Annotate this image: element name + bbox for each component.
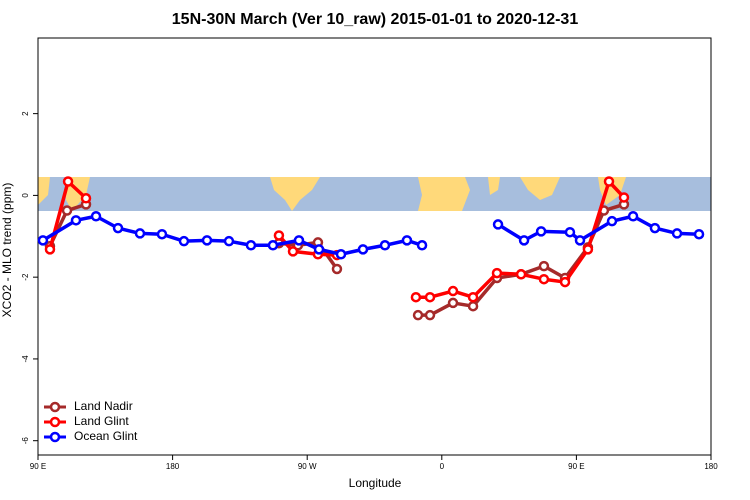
x-tick-label: 0 xyxy=(440,462,445,471)
data-point xyxy=(245,240,257,251)
data-point xyxy=(134,228,146,239)
data-point xyxy=(44,244,56,255)
data-point xyxy=(618,192,630,203)
legend-label: Land Nadir xyxy=(74,399,133,413)
data-point xyxy=(447,285,459,297)
data-point xyxy=(267,240,279,251)
legend-label: Land Glint xyxy=(74,414,129,428)
y-tick-label: 2 xyxy=(21,111,30,116)
data-point xyxy=(412,309,424,321)
data-point xyxy=(582,244,594,255)
data-point xyxy=(515,269,527,280)
legend-marker xyxy=(49,431,61,443)
chart-title: 15N-30N March (Ver 10_raw) 2015-01-01 to… xyxy=(172,11,579,28)
y-tick-label: 0 xyxy=(21,193,30,198)
x-axis-label: Longitude xyxy=(349,476,402,490)
data-point xyxy=(467,291,479,303)
data-point xyxy=(223,235,235,247)
y-tick-label: -4 xyxy=(21,355,30,363)
data-point xyxy=(564,226,576,238)
data-point xyxy=(416,240,428,251)
data-point xyxy=(538,273,550,285)
data-point xyxy=(287,246,299,257)
data-point xyxy=(559,276,571,288)
data-point xyxy=(467,300,479,312)
data-point xyxy=(379,240,391,251)
data-point xyxy=(201,235,213,246)
data-point xyxy=(156,228,168,240)
data-point xyxy=(627,210,639,222)
data-point xyxy=(62,176,74,187)
data-point xyxy=(606,215,618,227)
data-point xyxy=(518,235,530,246)
data-point xyxy=(671,228,683,239)
data-point xyxy=(112,222,124,234)
data-point xyxy=(492,219,504,230)
legend-marker xyxy=(49,416,61,428)
data-point xyxy=(574,235,586,246)
data-point xyxy=(424,291,436,303)
data-point xyxy=(331,263,343,275)
x-tick-label: 90 E xyxy=(568,462,584,471)
x-tick-label: 180 xyxy=(166,462,180,471)
data-point xyxy=(293,235,305,246)
data-point xyxy=(80,193,92,204)
x-tick-label: 90 E xyxy=(30,462,46,471)
data-point xyxy=(401,235,413,246)
data-point xyxy=(649,222,661,234)
data-point xyxy=(37,235,49,246)
data-point xyxy=(693,228,705,240)
y-tick-label: -6 xyxy=(21,437,30,445)
data-point xyxy=(61,205,73,216)
x-tick-label: 180 xyxy=(704,462,718,471)
data-point xyxy=(313,244,325,255)
data-point xyxy=(410,291,422,303)
data-point xyxy=(447,297,459,309)
data-point xyxy=(603,176,615,187)
y-tick-label: -2 xyxy=(21,273,30,281)
data-point xyxy=(424,309,436,321)
data-point xyxy=(70,215,82,226)
data-point xyxy=(535,226,547,237)
legend-label: Ocean Glint xyxy=(74,429,138,443)
plot-frame xyxy=(37,37,712,456)
x-tick-label: 90 W xyxy=(298,462,317,471)
data-point xyxy=(90,210,102,222)
data-point xyxy=(491,267,503,279)
data-point xyxy=(178,235,190,247)
data-point xyxy=(538,260,550,272)
data-point xyxy=(335,249,347,260)
y-axis-label: XCO2 - MLO trend (ppm) xyxy=(0,183,14,318)
data-point xyxy=(273,230,285,241)
data-point xyxy=(357,244,369,255)
legend-marker xyxy=(49,401,61,413)
